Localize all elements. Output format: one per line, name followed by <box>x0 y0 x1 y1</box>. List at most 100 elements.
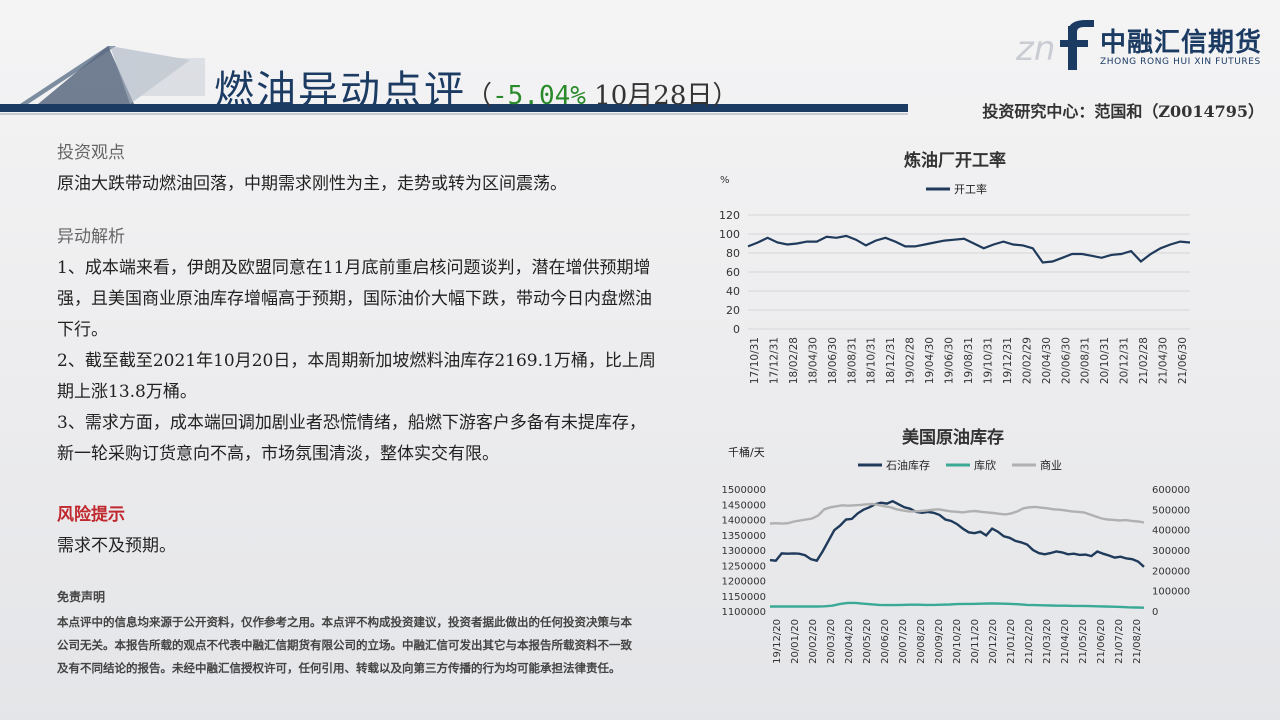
chart2-legend-label: 库欣 <box>974 458 996 472</box>
chart2-y-left-tick: 1400000 <box>721 516 766 527</box>
chart2-x-tick: 19/12/20 <box>772 619 783 664</box>
title-paren-open: （ <box>466 81 493 111</box>
chart2-y-left-tick: 1150000 <box>721 592 766 603</box>
chart1-x-tick: 18/08/31 <box>846 337 858 384</box>
chart2-series-line <box>769 502 1145 525</box>
chart2-y-left-tick: 1450000 <box>721 500 766 511</box>
chart2-x-tick: 21/06/20 <box>1096 619 1107 664</box>
chart1-y-tick: 120 <box>719 209 740 222</box>
chart1-y-tick: 20 <box>726 304 740 317</box>
chart2-y-right-tick: 0 <box>1152 607 1158 618</box>
company-logo: zn <box>1015 20 1094 70</box>
chart1-x-tick: 18/04/30 <box>807 337 819 384</box>
chart2-y-right-tick: 300000 <box>1152 546 1190 557</box>
chart1-x-tick: 19/08/31 <box>963 337 975 384</box>
logo-text-en: ZHONG RONG HUI XIN FUTURES <box>1100 57 1261 67</box>
title-change-percent: -5.04% <box>492 81 586 111</box>
chart2-x-tick: 21/03/20 <box>1042 619 1053 664</box>
chart1-x-tick: 20/06/30 <box>1060 337 1072 384</box>
chart2-x-tick: 20/10/20 <box>952 619 963 664</box>
chart2-series-line <box>769 499 1145 568</box>
chart1-y-tick: 0 <box>733 323 740 336</box>
chart2-title: 美国原油库存 <box>902 428 1004 448</box>
title-main: 燃油异动点评 <box>214 68 466 114</box>
analysis-point-2: 2、截至截至2021年10月20日，本周期新加坡燃料油库存2169.1万桶，比上… <box>57 351 656 402</box>
chart2-x-tick: 20/09/20 <box>934 619 945 664</box>
chart1-legend-label: 开工率 <box>954 182 987 196</box>
chart2-x-tick: 20/08/20 <box>916 619 927 664</box>
chart2-legend-label: 石油库存 <box>886 458 930 472</box>
svg-text:zn: zn <box>1015 29 1055 69</box>
chart1-x-tick: 19/10/31 <box>982 337 994 384</box>
chart2-x-tick: 20/03/20 <box>826 619 837 664</box>
chart1-y-tick: 60 <box>726 266 740 279</box>
chart1-x-tick: 20/12/31 <box>1119 337 1131 384</box>
chart1-x-tick: 18/02/28 <box>788 337 800 384</box>
body-text: 投资观点 原油大跌带动燃油回落，中期需求刚性为主，走势或转为区间震荡。 异动解析… <box>57 138 657 562</box>
chart2-x-tick: 21/05/20 <box>1078 619 1089 664</box>
chart1-x-tick: 20/04/30 <box>1041 337 1053 384</box>
refinery-utilization-chart: % 0 20 40 60 80 100 120 开工率 17/10/31 17/12/31 18/02… <box>719 175 1191 384</box>
chart1-series-line <box>747 234 1191 264</box>
chart2-y-right-tick: 500000 <box>1152 505 1190 516</box>
header-banner-graphic <box>0 46 908 115</box>
chart1-x-tick: 20/10/31 <box>1099 337 1111 384</box>
chart2-y-left-tick: 1100000 <box>721 607 766 618</box>
chart1-x-tick: 19/06/30 <box>944 337 956 384</box>
chart2-y-left-tick: 1500000 <box>721 485 766 496</box>
chart1-x-tick: 21/02/28 <box>1138 337 1150 384</box>
chart2-x-tick: 21/02/20 <box>1024 619 1035 664</box>
chart2-y-left-tick: 1250000 <box>721 561 766 572</box>
chart2-x-tick: 21/07/20 <box>1114 619 1125 664</box>
analysis-heading: 异动解析 <box>57 227 125 247</box>
chart2-legend-label: 商业 <box>1040 458 1062 472</box>
chart2-y-left-tick: 1350000 <box>721 531 766 542</box>
chart1-y-tick: 100 <box>719 228 740 241</box>
chart2-series-line <box>770 601 1145 609</box>
view-text: 原油大跌带动燃油回落，中期需求刚性为主，走势或转为区间震荡。 <box>57 174 567 194</box>
chart1-y-tick: 80 <box>726 247 740 260</box>
chart1-x-tick: 21/04/30 <box>1158 337 1170 384</box>
chart2-x-tick: 21/01/20 <box>1006 619 1017 664</box>
title-date: 10月28日） <box>585 81 739 111</box>
chart1-x-tick: 19/02/28 <box>905 337 917 384</box>
view-heading: 投资观点 <box>57 143 125 163</box>
chart1-x-tick: 17/12/31 <box>768 337 780 384</box>
chart2-x-tick: 21/04/20 <box>1060 619 1071 664</box>
author-line: 投资研究中心：范国和（Z0014795） <box>982 102 1264 121</box>
analysis-point-3: 3、需求方面，成本端回调加剧业者恐慌情绪，船燃下游客户多备有未提库存，新一轮采购… <box>57 413 646 464</box>
disclaimer-heading: 免责声明 <box>57 590 106 604</box>
chart2-x-tick: 20/05/20 <box>862 619 873 664</box>
analysis-point-1: 1、成本端来看，伊朗及欧盟同意在11月底前重启核问题谈判，潜在增供预期增强，且美… <box>57 258 652 340</box>
chart1-x-tick: 20/08/31 <box>1080 337 1092 384</box>
chart1-y-tick: 40 <box>726 285 740 298</box>
chart2-x-tick: 20/06/20 <box>880 619 891 664</box>
chart2-y-right-tick: 100000 <box>1152 587 1190 598</box>
chart2-x-tick: 21/08/20 <box>1132 619 1143 664</box>
chart2-y-left-tick: 1300000 <box>721 546 766 557</box>
chart2-y-right-tick: 200000 <box>1152 566 1190 577</box>
risk-text: 需求不及预期。 <box>57 536 176 556</box>
chart1-y-unit: % <box>720 175 730 186</box>
chart1-x-tick: 17/10/31 <box>749 337 761 384</box>
chart2-x-tick: 20/11/20 <box>970 619 981 664</box>
risk-heading: 风险提示 <box>57 505 125 525</box>
us-crude-inventory-chart: 千桶/天 1100000 1150000 1200000 1250000 1300000 1… <box>721 445 1190 664</box>
chart1-x-tick: 20/02/29 <box>1021 337 1033 384</box>
chart2-x-tick: 20/01/20 <box>790 619 801 664</box>
chart2-y-unit: 千桶/天 <box>728 445 765 459</box>
logo-text-cn: 中融汇信期货 <box>1100 28 1263 58</box>
chart1-x-tick: 18/10/31 <box>866 337 878 384</box>
chart1-x-tick: 18/06/30 <box>827 337 839 384</box>
chart2-y-right-tick: 400000 <box>1152 526 1190 537</box>
chart1-x-tick: 19/04/30 <box>924 337 936 384</box>
chart2-x-tick: 20/07/20 <box>898 619 909 664</box>
disclaimer-text: 本点评中的信息均来源于公开资料，仅作参考之用。本点评不构成投资建议，投资者据此做… <box>57 615 632 675</box>
chart2-x-tick: 20/04/20 <box>844 619 855 664</box>
chart1-title: 炼油厂开工率 <box>904 151 1006 171</box>
chart2-y-right-tick: 600000 <box>1152 485 1190 496</box>
chart2-x-tick: 20/12/20 <box>988 619 999 664</box>
chart1-x-tick: 21/06/30 <box>1177 337 1189 384</box>
chart1-x-tick: 19/12/31 <box>1002 337 1014 384</box>
page-title: 燃油异动点评（-5.04% 10月28日） <box>214 58 738 116</box>
